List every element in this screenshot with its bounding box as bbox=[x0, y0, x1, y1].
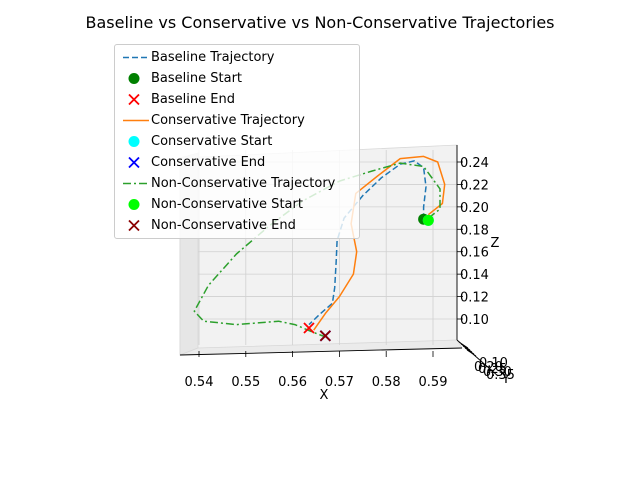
legend-swatch bbox=[115, 152, 151, 173]
z-axis-label: Z bbox=[491, 236, 500, 251]
y-tick-label: 0.35 bbox=[486, 368, 515, 383]
legend-entry: Conservative Trajectory bbox=[115, 110, 359, 131]
legend-entry: Baseline End bbox=[115, 89, 359, 110]
z-tick-label: 0.24 bbox=[460, 156, 489, 171]
z-tick-label: 0.14 bbox=[460, 268, 489, 283]
legend-entry: Baseline Trajectory bbox=[115, 47, 359, 68]
marker-start-4 bbox=[423, 215, 434, 226]
legend-label: Non-Conservative End bbox=[151, 218, 296, 233]
x-tick-label: 0.55 bbox=[231, 375, 260, 390]
legend-entry: Conservative End bbox=[115, 152, 359, 173]
legend-label: Conservative End bbox=[151, 155, 265, 170]
legend: Baseline Trajectory Baseline Start Baselin… bbox=[114, 44, 360, 239]
chart-title: Baseline vs Conservative vs Non-Conserva… bbox=[85, 13, 554, 32]
legend-entry: Baseline Start bbox=[115, 68, 359, 89]
legend-label: Baseline Start bbox=[151, 71, 242, 86]
y-tick-mark bbox=[467, 350, 476, 356]
legend-swatch bbox=[115, 68, 151, 89]
x-tick-label: 0.57 bbox=[325, 375, 354, 390]
legend-swatch bbox=[115, 194, 151, 215]
y-tick-mark bbox=[463, 346, 472, 352]
x-axis-label: X bbox=[320, 388, 329, 403]
z-tick-label: 0.12 bbox=[460, 291, 489, 306]
legend-label: Non-Conservative Start bbox=[151, 197, 303, 212]
legend-swatch bbox=[115, 47, 151, 68]
z-tick-label: 0.18 bbox=[460, 223, 489, 238]
legend-entry: Conservative Start bbox=[115, 131, 359, 152]
z-tick-label: 0.16 bbox=[460, 246, 489, 261]
legend-swatch bbox=[115, 131, 151, 152]
y-tick-mark bbox=[465, 348, 474, 354]
x-tick-label: 0.56 bbox=[278, 375, 307, 390]
y-axis-label: Y bbox=[501, 372, 510, 387]
y-tick-mark bbox=[461, 344, 470, 350]
legend-entry: Non-Conservative End bbox=[115, 215, 359, 236]
z-tick-label: 0.22 bbox=[460, 178, 489, 193]
legend-label: Baseline End bbox=[151, 92, 235, 107]
legend-label: Conservative Trajectory bbox=[151, 113, 305, 128]
legend-swatch bbox=[115, 173, 151, 194]
legend-label: Conservative Start bbox=[151, 134, 272, 149]
z-tick-label: 0.20 bbox=[460, 201, 489, 216]
legend-swatch bbox=[115, 215, 151, 236]
x-tick-label: 0.54 bbox=[185, 375, 214, 390]
z-ticks: 0.10 0.12 0.14 0.16 0.18 0.20 0.22 0.24 bbox=[457, 156, 489, 328]
legend-label: Baseline Trajectory bbox=[151, 50, 274, 65]
legend-swatch bbox=[115, 89, 151, 110]
legend-label: Non-Conservative Trajectory bbox=[151, 176, 335, 191]
z-tick-label: 0.10 bbox=[460, 313, 489, 328]
x-tick-label: 0.59 bbox=[419, 375, 448, 390]
legend-swatch bbox=[115, 110, 151, 131]
legend-entry: Non-Conservative Start bbox=[115, 194, 359, 215]
x-ticks: 0.54 0.55 0.56 0.57 0.58 0.59 bbox=[185, 351, 448, 390]
x-tick-label: 0.58 bbox=[372, 375, 401, 390]
legend-entry: Non-Conservative Trajectory bbox=[115, 173, 359, 194]
